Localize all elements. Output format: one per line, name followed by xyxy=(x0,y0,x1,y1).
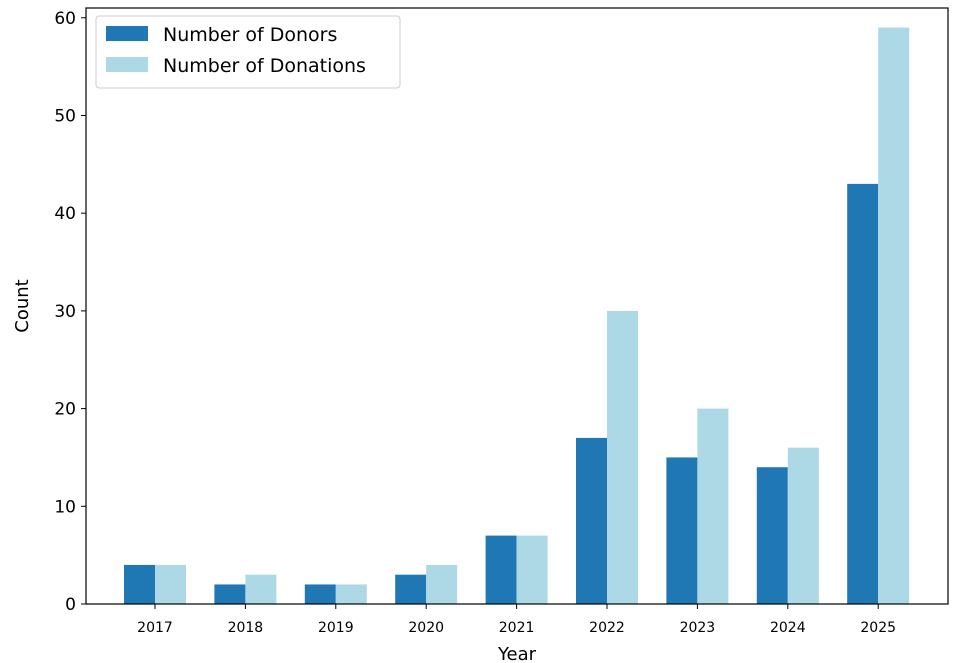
bar-donors-2020 xyxy=(395,574,427,604)
x-tick-label: 2017 xyxy=(137,620,173,636)
x-tick-label: 2019 xyxy=(318,620,354,636)
x-tick-label: 2025 xyxy=(860,620,896,636)
x-tick-label: 2021 xyxy=(499,620,535,636)
y-tick-label: 50 xyxy=(54,106,76,126)
bar-donors-2021 xyxy=(485,535,517,604)
legend-label: Number of Donors xyxy=(163,24,337,46)
bar-donations-2020 xyxy=(426,564,458,604)
bar-donations-2022 xyxy=(607,310,638,604)
legend-swatch xyxy=(106,26,148,41)
x-tick-label: 2024 xyxy=(770,620,806,636)
bar-donors-2022 xyxy=(576,437,607,604)
plot-frame xyxy=(85,7,949,605)
bar-donors-2018 xyxy=(214,584,246,604)
bar-donors-2024 xyxy=(756,467,788,604)
bar-donors-2025 xyxy=(847,183,879,605)
bar-donors-2017 xyxy=(124,564,155,604)
x-axis: 2017 2018 2019 2020 2021 2022 2023 2024 2025 xyxy=(137,604,896,636)
legend-swatch xyxy=(106,57,148,72)
y-axis-title: Count xyxy=(12,279,33,332)
bar-donors-2019 xyxy=(304,584,336,604)
legend-label: Number of Donations xyxy=(163,55,366,77)
bar-donations-2025 xyxy=(878,27,910,605)
legend: Number of Donors Number of Donations xyxy=(95,15,401,89)
bars-layer xyxy=(124,27,910,605)
bar-donations-2023 xyxy=(697,408,729,604)
y-axis: 0 10 20 30 40 50 60 xyxy=(54,9,86,615)
y-tick-label: 60 xyxy=(54,9,76,29)
x-tick-label: 2022 xyxy=(589,620,625,636)
y-tick-label: 20 xyxy=(54,400,76,420)
x-tick-label: 2023 xyxy=(680,620,716,636)
bar-donors-2023 xyxy=(666,457,698,604)
bar-donations-2019 xyxy=(335,584,367,604)
bar-donations-2024 xyxy=(787,447,819,604)
x-axis-title: Year xyxy=(497,644,537,663)
x-tick-label: 2018 xyxy=(228,620,264,636)
y-tick-label: 40 xyxy=(54,204,76,224)
y-tick-label: 30 xyxy=(54,302,76,322)
legend-frame xyxy=(95,15,401,89)
y-tick-label: 0 xyxy=(65,595,76,615)
x-tick-label: 2020 xyxy=(408,620,444,636)
bar-donations-2021 xyxy=(516,535,548,604)
bar-donations-2017 xyxy=(155,564,186,604)
bar-donations-2018 xyxy=(245,574,277,604)
y-tick-label: 10 xyxy=(54,497,76,517)
